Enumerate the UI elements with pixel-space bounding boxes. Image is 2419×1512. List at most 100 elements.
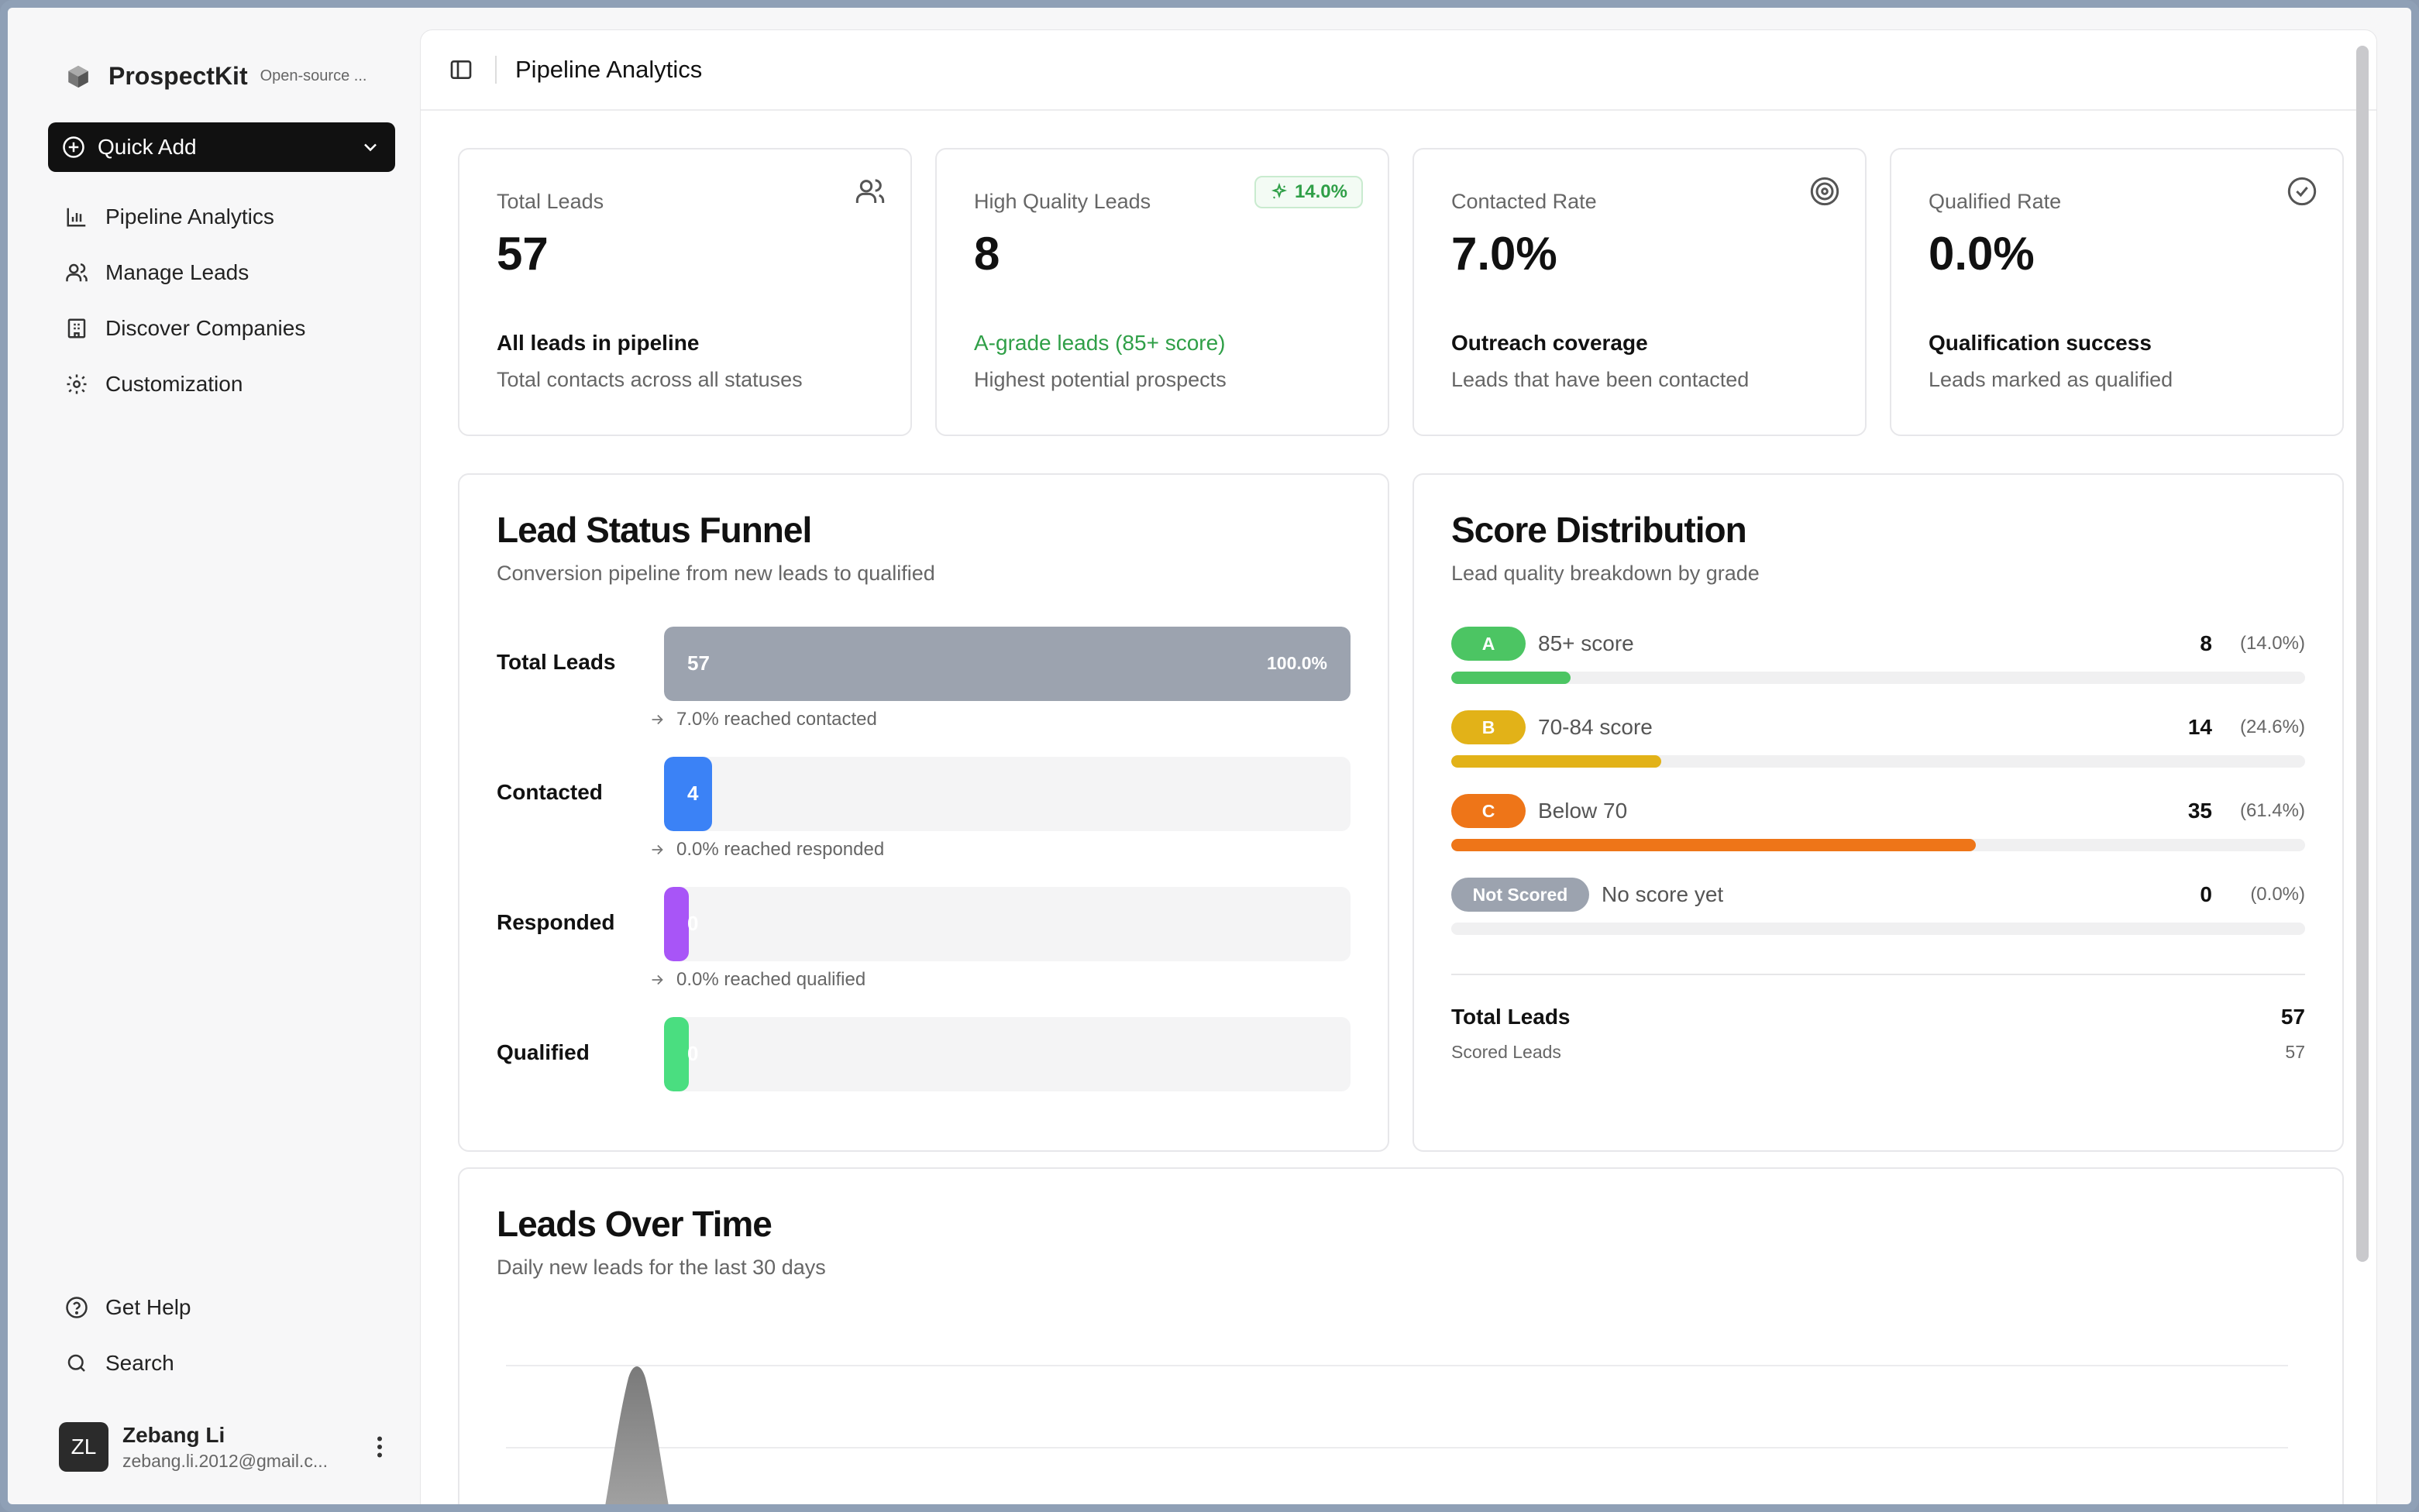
sidebar-item-get-help[interactable]: Get Help bbox=[48, 1280, 395, 1335]
target-icon bbox=[1810, 177, 1839, 206]
score-subtitle: Lead quality breakdown by grade bbox=[1451, 562, 1760, 585]
sidebar-item-label: Discover Companies bbox=[105, 316, 306, 340]
sidebar-item-label: Customization bbox=[105, 372, 243, 396]
topbar-divider bbox=[495, 56, 497, 84]
stat-label: High Quality Leads bbox=[974, 190, 1151, 213]
funnel-note-text: 0.0% reached responded bbox=[676, 839, 885, 860]
sidebar-item-manage-leads[interactable]: Manage Leads bbox=[48, 245, 395, 301]
grade-row-c: C Below 70 35 (61.4%) bbox=[1451, 794, 2305, 864]
gear-icon bbox=[67, 374, 87, 394]
grade-progress bbox=[1451, 923, 2305, 935]
avatar: ZL bbox=[59, 1422, 108, 1472]
growth-badge-value: 14.0% bbox=[1294, 181, 1347, 202]
arrow-right-icon bbox=[652, 974, 663, 985]
funnel-count: 4 bbox=[687, 782, 699, 805]
funnel-bar-fill bbox=[664, 627, 1351, 701]
scored-leads-label: Scored Leads bbox=[1451, 1042, 1561, 1062]
total-leads-label: Total Leads bbox=[1451, 1005, 1571, 1029]
score-title: Score Distribution bbox=[1451, 510, 1747, 550]
grade-badge: C bbox=[1451, 794, 1526, 828]
stat-value: 0.0% bbox=[1929, 228, 2035, 280]
grade-progress bbox=[1451, 672, 2305, 684]
sidebar-item-search[interactable]: Search bbox=[48, 1335, 395, 1391]
sidebar-item-label: Manage Leads bbox=[105, 260, 249, 284]
stat-value: 8 bbox=[974, 228, 1000, 280]
app-name: ProspectKit bbox=[108, 62, 248, 90]
funnel-stage-label: Responded bbox=[497, 910, 615, 934]
funnel-bar-qualified: 0 bbox=[664, 1017, 1351, 1091]
stat-subtitle: Outreach coverage bbox=[1451, 331, 1648, 355]
main-panel: Pipeline Analytics Total Leads 57 All le… bbox=[420, 29, 2377, 1504]
grade-progress-fill bbox=[1451, 672, 1571, 684]
stat-subtitle: Qualification success bbox=[1929, 331, 2152, 355]
help-circle-icon bbox=[66, 1297, 88, 1318]
sidebar-item-label: Search bbox=[105, 1351, 174, 1375]
user-profile[interactable]: ZL Zebang Li zebang.li.2012@gmail.c... bbox=[59, 1416, 400, 1478]
search-icon bbox=[67, 1354, 85, 1372]
stat-card-high-quality-leads: High Quality Leads 8 A-grade leads (85+ … bbox=[935, 148, 1389, 436]
cube-logo-icon bbox=[68, 65, 88, 88]
stat-label: Contacted Rate bbox=[1451, 190, 1597, 213]
sidebar-item-discover-companies[interactable]: Discover Companies bbox=[48, 301, 395, 356]
check-circle-icon bbox=[2287, 177, 2317, 206]
chevron-down-icon[interactable] bbox=[360, 136, 381, 158]
total-leads-value: 57 bbox=[2280, 1005, 2305, 1029]
sidebar-item-customization[interactable]: Customization bbox=[48, 356, 395, 412]
more-vertical-icon[interactable] bbox=[366, 1433, 394, 1461]
topbar: Pipeline Analytics bbox=[421, 30, 2376, 111]
timeline-subtitle: Daily new leads for the last 30 days bbox=[497, 1256, 826, 1279]
stat-value: 7.0% bbox=[1451, 228, 1557, 280]
grade-description: Below 70 bbox=[1538, 799, 1628, 823]
grade-badge: B bbox=[1451, 710, 1526, 744]
grade-badge: A bbox=[1451, 627, 1526, 661]
quick-add-button[interactable]: Quick Add bbox=[48, 122, 395, 172]
sidebar-toggle-icon[interactable] bbox=[449, 57, 473, 82]
growth-badge: 14.0% bbox=[1254, 176, 1363, 208]
app-tagline: Open-source ... bbox=[260, 67, 367, 84]
grade-progress-fill bbox=[1451, 755, 1662, 768]
scrollbar[interactable] bbox=[2356, 46, 2369, 1262]
funnel-stage-label: Contacted bbox=[497, 780, 603, 804]
funnel-note-text: 0.0% reached qualified bbox=[676, 969, 866, 990]
grade-description: No score yet bbox=[1602, 882, 1724, 906]
sparkle-icon bbox=[1271, 183, 1287, 199]
grade-badge: Not Scored bbox=[1451, 878, 1589, 912]
plus-circle-icon bbox=[63, 136, 84, 158]
funnel-bar-total-leads: 57 100.0% bbox=[664, 627, 1351, 701]
funnel-conversion-note: 0.0% reached qualified bbox=[649, 969, 865, 991]
funnel-stage-label: Qualified bbox=[497, 1040, 590, 1064]
building-icon bbox=[67, 318, 86, 338]
score-distribution-card: Score Distribution Lead quality breakdow… bbox=[1413, 473, 2344, 1152]
funnel-count: 0 bbox=[687, 1042, 699, 1065]
leads-over-time-chart bbox=[506, 1365, 2288, 1504]
grade-count: 0 bbox=[2200, 882, 2212, 906]
grade-description: 85+ score bbox=[1538, 631, 1634, 655]
funnel-conversion-note: 7.0% reached contacted bbox=[649, 709, 877, 730]
grade-percent: (0.0%) bbox=[2250, 884, 2305, 905]
grade-count: 8 bbox=[2200, 631, 2212, 655]
funnel-note-text: 7.0% reached contacted bbox=[676, 709, 877, 730]
funnel-subtitle: Conversion pipeline from new leads to qu… bbox=[497, 562, 935, 585]
grade-progress bbox=[1451, 755, 2305, 768]
leads-over-time-card: Leads Over Time Daily new leads for the … bbox=[458, 1167, 2344, 1504]
grade-description: 70-84 score bbox=[1538, 715, 1653, 739]
stat-description: Leads that have been contacted bbox=[1451, 368, 1750, 391]
user-name: Zebang Li bbox=[122, 1422, 225, 1447]
arrow-right-icon bbox=[652, 844, 663, 855]
sidebar-bottom-nav: Get Help Search bbox=[48, 1280, 395, 1391]
funnel-stage-label: Total Leads bbox=[497, 650, 616, 674]
brand[interactable]: ProspectKit Open-source ... bbox=[65, 62, 366, 91]
timeline-title: Leads Over Time bbox=[497, 1204, 772, 1244]
funnel-count: 0 bbox=[687, 912, 699, 935]
funnel-bar-fill bbox=[664, 757, 713, 831]
stat-label: Total Leads bbox=[497, 190, 604, 213]
grade-count: 14 bbox=[2187, 715, 2212, 739]
funnel-title: Lead Status Funnel bbox=[497, 510, 812, 550]
stat-subtitle: A-grade leads (85+ score) bbox=[974, 331, 1226, 355]
stat-card-qualified-rate: Qualified Rate 0.0% Qualification succes… bbox=[1890, 148, 2344, 436]
stat-card-contacted-rate: Contacted Rate 7.0% Outreach coverage Le… bbox=[1413, 148, 1867, 436]
sidebar-item-pipeline-analytics[interactable]: Pipeline Analytics bbox=[48, 189, 395, 245]
divider bbox=[1451, 974, 2305, 975]
sidebar-item-label: Pipeline Analytics bbox=[105, 204, 274, 229]
